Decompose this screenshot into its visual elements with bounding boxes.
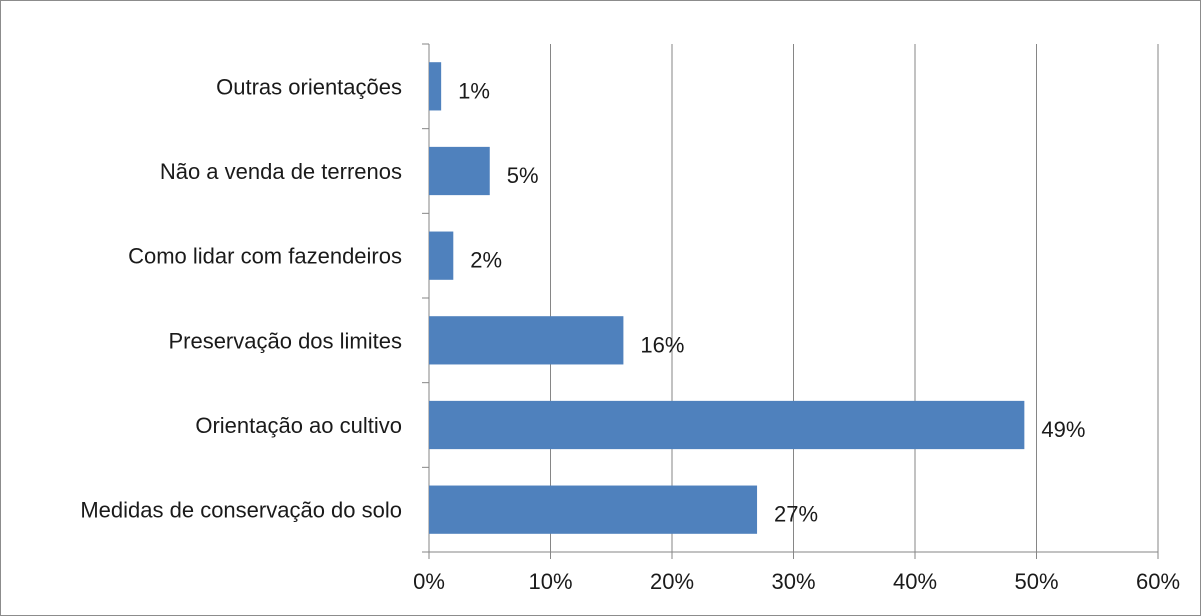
- x-tick-label: 30%: [771, 569, 815, 594]
- category-label: Preservação dos limites: [168, 328, 402, 353]
- x-tick-label: 20%: [650, 569, 694, 594]
- x-tick-label: 40%: [893, 569, 937, 594]
- data-label: 49%: [1041, 417, 1085, 442]
- x-tick-label: 10%: [528, 569, 572, 594]
- bar: [429, 231, 454, 280]
- data-label: 1%: [458, 78, 490, 103]
- x-tick-label: 0%: [413, 569, 445, 594]
- category-label: Outras orientações: [216, 74, 402, 99]
- x-tick-label: 60%: [1136, 569, 1180, 594]
- bar: [429, 146, 490, 196]
- bar: [429, 400, 1025, 450]
- bars: [429, 62, 1025, 534]
- bar: [429, 62, 442, 111]
- axes: [422, 43, 1159, 559]
- category-label: Como lidar com fazendeiros: [128, 244, 402, 269]
- data-label: 27%: [774, 502, 818, 527]
- x-tick-label: 50%: [1014, 569, 1058, 594]
- data-label: 2%: [470, 248, 502, 273]
- bar: [429, 485, 758, 534]
- gridlines: [550, 44, 1159, 552]
- category-label: Medidas de conservação do solo: [80, 498, 402, 523]
- data-label: 16%: [640, 332, 684, 357]
- category-label: Não a venda de terrenos: [160, 159, 402, 184]
- bar: [429, 316, 624, 365]
- labels: 0% 10% 20% 30% 40% 50% 60% Medidas de conservaç…: [80, 74, 1180, 594]
- category-label: Orientação ao cultivo: [195, 413, 402, 438]
- data-label: 5%: [507, 163, 539, 188]
